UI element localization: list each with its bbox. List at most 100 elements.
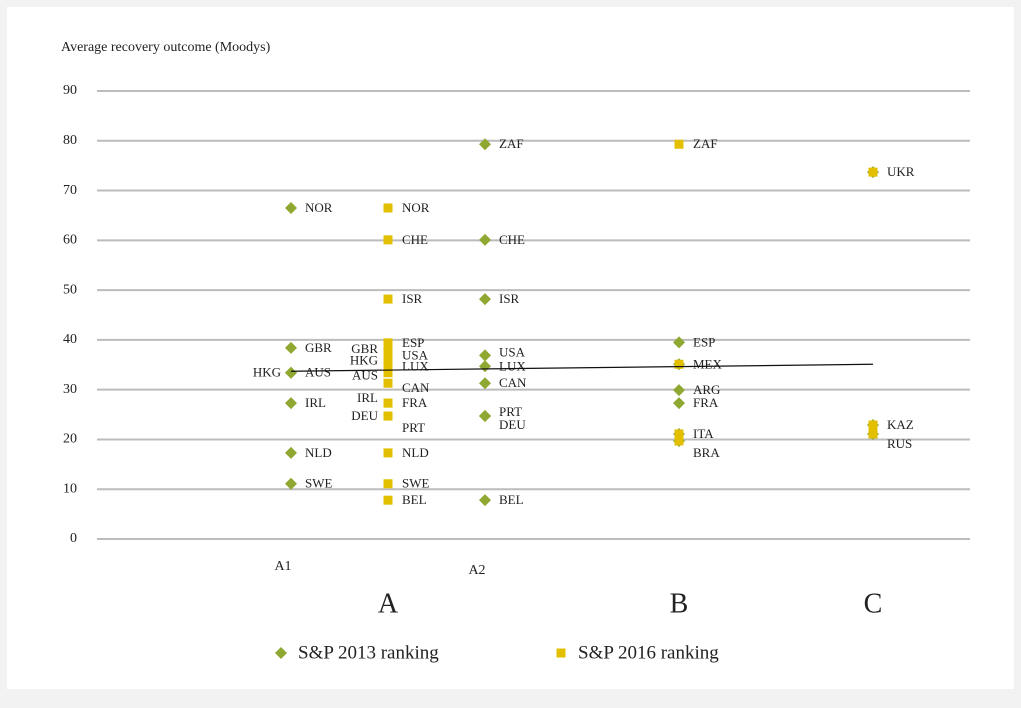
point xyxy=(285,397,297,410)
point xyxy=(868,167,878,177)
point xyxy=(673,336,685,349)
point xyxy=(383,378,393,388)
trend-line xyxy=(290,363,874,372)
point xyxy=(673,397,685,410)
legend-label: S&P 2016 ranking xyxy=(578,642,719,663)
group-label: B xyxy=(670,588,689,619)
point xyxy=(383,368,393,378)
point-label: LUX xyxy=(402,358,429,373)
point-label: USA xyxy=(499,344,526,359)
point xyxy=(674,139,684,149)
point xyxy=(674,429,684,439)
y-tick-label: 30 xyxy=(63,382,77,397)
point-label: BEL xyxy=(499,492,524,507)
point-label: GBR xyxy=(351,341,378,356)
point-label: DEU xyxy=(499,417,526,432)
y-tick-label: 60 xyxy=(63,233,77,248)
point xyxy=(674,436,684,446)
point-label: BEL xyxy=(402,492,427,507)
point xyxy=(383,448,393,458)
point-label: ESP xyxy=(402,335,424,350)
y-axis-title: Average recovery outcome (Moodys) xyxy=(61,40,271,55)
point-label: PRT xyxy=(499,404,522,419)
y-tick-label: 80 xyxy=(63,133,77,148)
point xyxy=(383,350,393,360)
y-tick-label: 20 xyxy=(63,432,77,447)
point-label: NOR xyxy=(305,200,333,215)
point xyxy=(383,361,393,371)
point xyxy=(285,366,297,379)
point-label: ESP xyxy=(693,334,715,349)
point xyxy=(479,377,491,390)
point-label: PRT xyxy=(402,420,425,435)
legend-label: S&P 2013 ranking xyxy=(298,642,439,663)
legend-marker xyxy=(556,648,566,658)
point-label: IRL xyxy=(357,390,378,405)
point xyxy=(479,349,491,362)
group-label: C xyxy=(864,588,883,619)
point-label: RUS xyxy=(887,436,912,451)
group-label: A xyxy=(378,588,399,619)
point-label: GBR xyxy=(305,340,332,355)
point-label: NLD xyxy=(402,445,429,460)
y-tick-label: 90 xyxy=(63,83,77,98)
x-tick-label: A1 xyxy=(274,559,291,574)
point-label: HKG xyxy=(253,365,281,380)
point xyxy=(383,398,393,408)
point-label: HKG xyxy=(350,352,378,367)
point xyxy=(383,355,393,365)
point-label: FRA xyxy=(693,395,719,410)
point-label: MEX xyxy=(693,356,723,371)
point-label: UKR xyxy=(887,164,915,179)
y-tick-label: 70 xyxy=(63,183,77,198)
point xyxy=(383,338,393,348)
point-label: BRA xyxy=(693,445,720,460)
point-label: DEU xyxy=(351,408,378,423)
point-label: ARG xyxy=(693,382,720,397)
y-tick-label: 40 xyxy=(63,332,77,347)
point xyxy=(674,359,684,369)
point-label: FRA xyxy=(402,395,428,410)
point xyxy=(673,384,685,397)
point xyxy=(383,479,393,489)
point xyxy=(868,429,878,439)
point-label: ISR xyxy=(499,291,520,306)
point-label: AUS xyxy=(305,365,331,380)
point xyxy=(479,233,491,246)
point-label: IRL xyxy=(305,395,326,410)
y-tick-label: 10 xyxy=(63,481,77,496)
point xyxy=(479,138,491,151)
point xyxy=(383,294,393,304)
point-label: NOR xyxy=(402,200,430,215)
point-label: SWE xyxy=(305,476,333,491)
point xyxy=(285,477,297,490)
point xyxy=(868,420,878,430)
y-tick-label: 50 xyxy=(63,282,77,297)
point-label: AUS xyxy=(352,368,378,383)
point-label: USA xyxy=(402,347,429,362)
point-label: CHE xyxy=(499,232,525,247)
point-label: KAZ xyxy=(887,417,914,432)
point xyxy=(479,494,491,507)
point-label: ZAF xyxy=(499,136,524,151)
chart-background xyxy=(7,7,1014,689)
point xyxy=(383,203,393,213)
point-label: ITA xyxy=(693,426,714,441)
y-tick-label: 0 xyxy=(70,531,77,546)
point-label: ZAF xyxy=(693,136,718,151)
x-tick-label: A2 xyxy=(468,563,485,578)
point xyxy=(285,341,297,354)
point xyxy=(383,411,393,421)
point-label: CAN xyxy=(402,380,430,395)
point xyxy=(479,293,491,306)
point-label: CHE xyxy=(402,232,428,247)
point-label: ISR xyxy=(402,291,423,306)
point xyxy=(479,410,491,423)
point xyxy=(383,235,393,245)
point-label: CAN xyxy=(499,375,527,390)
point xyxy=(285,201,297,214)
point xyxy=(383,344,393,354)
point xyxy=(285,446,297,459)
point-label: NLD xyxy=(305,445,332,460)
